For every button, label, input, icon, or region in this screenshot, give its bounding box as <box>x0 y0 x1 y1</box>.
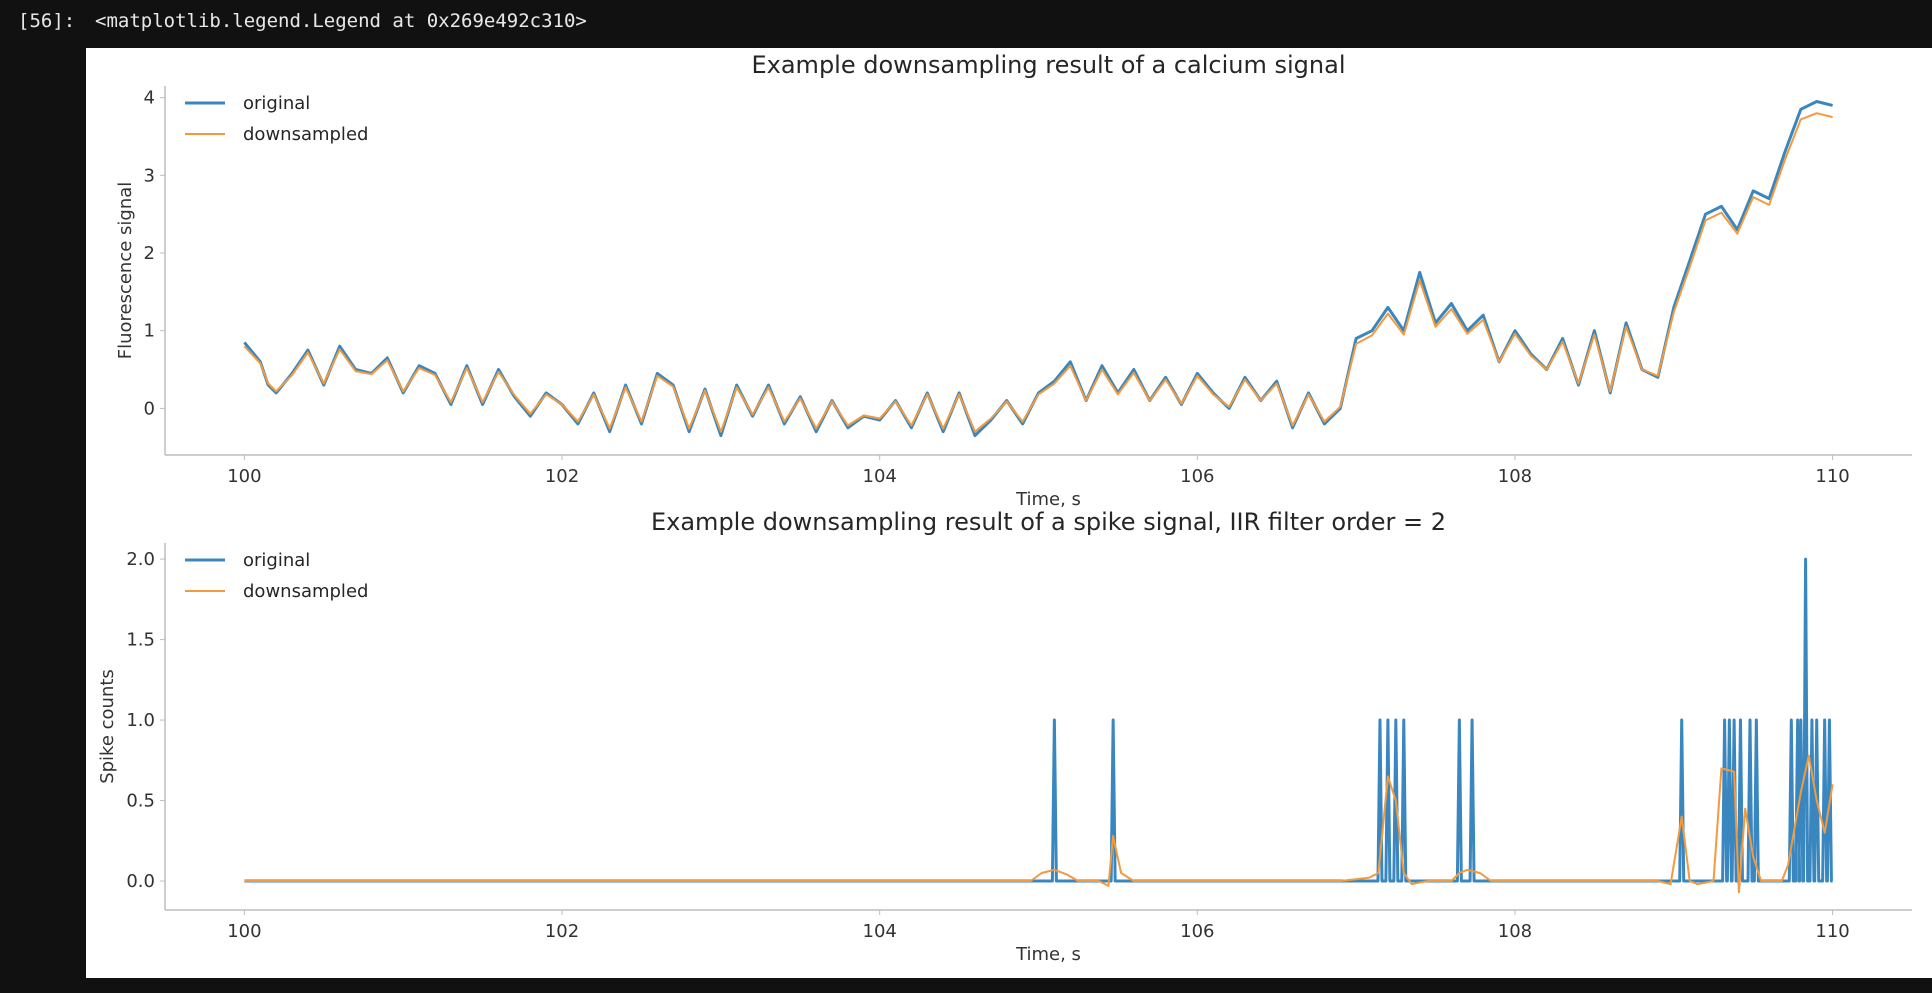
y-tick-label: 0.5 <box>126 791 155 812</box>
y-tick-label: 2 <box>144 243 155 264</box>
series-line-original <box>243 100 1833 438</box>
legend-label-downsampled: downsampled <box>243 124 368 145</box>
execution-count: [56]: <box>18 10 76 32</box>
y-axis-label: Spike counts <box>97 669 118 784</box>
y-tick-label: 4 <box>144 88 155 109</box>
x-tick-label: 110 <box>1815 921 1849 942</box>
y-tick-label: 2.0 <box>126 549 155 570</box>
y-tick-label: 0 <box>144 398 155 419</box>
x-tick-label: 108 <box>1498 921 1532 942</box>
x-tick-label: 110 <box>1815 466 1849 487</box>
x-axis-label: Time, s <box>1015 944 1081 965</box>
cell-prompt: [56]: <box>18 10 75 32</box>
legend-label-original: original <box>243 93 310 114</box>
series-line-downsampled <box>244 754 1834 894</box>
y-tick-label: 0.0 <box>126 871 155 892</box>
x-tick-label: 104 <box>863 466 897 487</box>
y-tick-label: 1.5 <box>126 630 155 651</box>
cell-output-text: <matplotlib.legend.Legend at 0x269e492c3… <box>95 10 587 32</box>
x-tick-label: 106 <box>1180 921 1214 942</box>
y-axis-label: Fluorescence signal <box>115 182 136 360</box>
legend-label-original: original <box>243 550 310 571</box>
chart-title: Example downsampling result of a spike s… <box>651 508 1446 536</box>
output-repr: <matplotlib.legend.Legend at 0x269e492c3… <box>95 10 587 32</box>
y-tick-label: 1 <box>144 321 155 342</box>
chart-title: Example downsampling result of a calcium… <box>751 51 1345 79</box>
y-tick-label: 3 <box>144 165 155 186</box>
series-line-downsampled <box>243 112 1833 433</box>
x-tick-label: 100 <box>227 921 261 942</box>
legend-label-downsampled: downsampled <box>243 581 368 602</box>
y-tick-label: 1.0 <box>126 710 155 731</box>
x-tick-label: 102 <box>545 466 579 487</box>
series-line-original <box>244 557 1833 883</box>
figure-output: Example downsampling result of a calcium… <box>86 48 1932 978</box>
x-tick-label: 100 <box>227 466 261 487</box>
figure-canvas: Example downsampling result of a calcium… <box>97 51 1912 965</box>
x-tick-label: 108 <box>1498 466 1532 487</box>
x-axis-label: Time, s <box>1015 489 1081 510</box>
x-tick-label: 104 <box>863 921 897 942</box>
x-tick-label: 102 <box>545 921 579 942</box>
x-tick-label: 106 <box>1180 466 1214 487</box>
